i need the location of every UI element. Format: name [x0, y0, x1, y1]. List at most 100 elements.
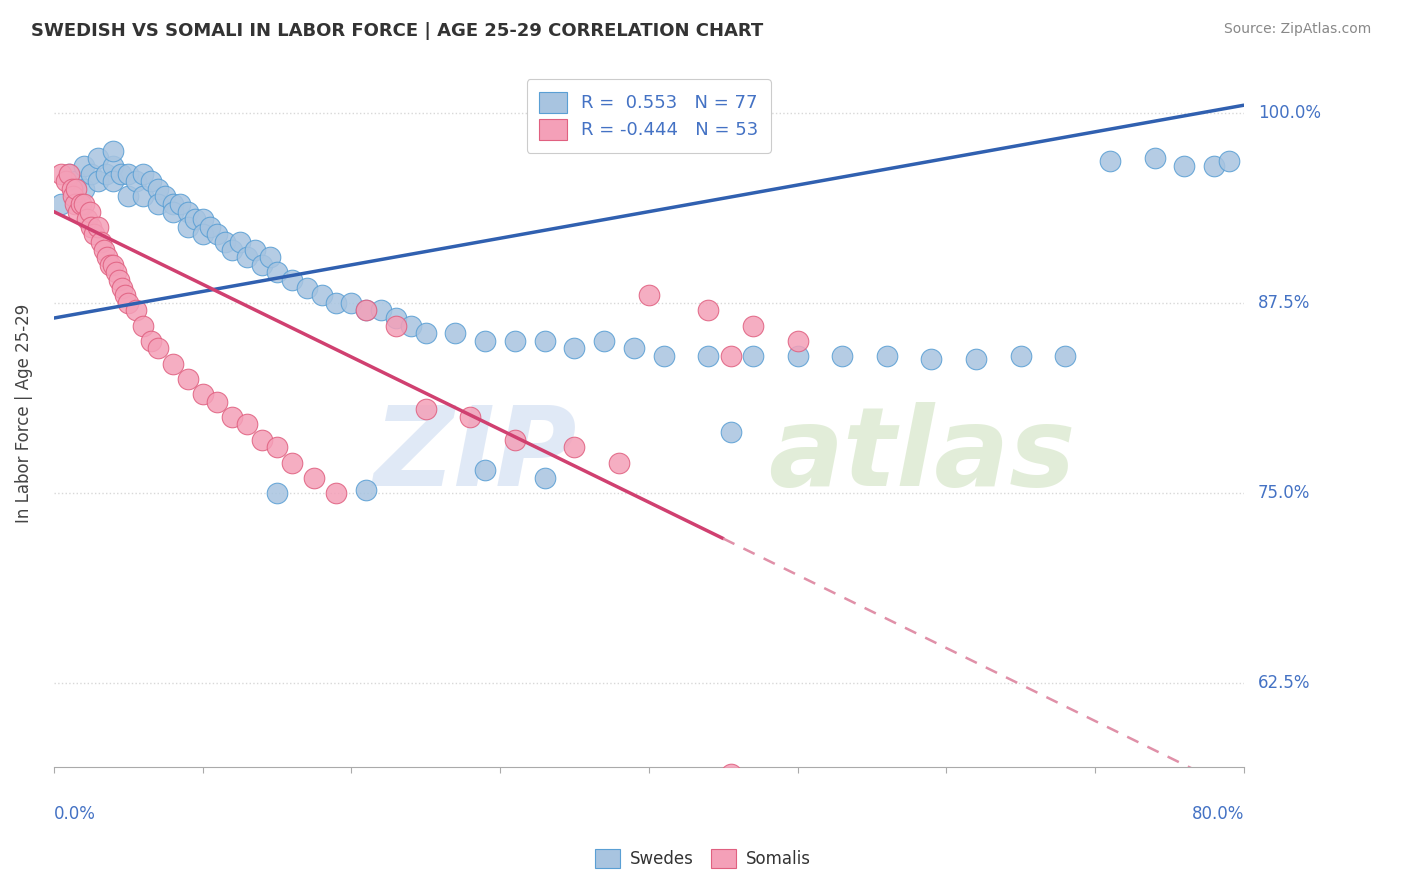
Text: 87.5%: 87.5% — [1258, 293, 1310, 312]
Point — [221, 243, 243, 257]
Point — [415, 402, 437, 417]
Point — [607, 456, 630, 470]
Point — [786, 349, 808, 363]
Point — [229, 235, 252, 249]
Point — [370, 303, 392, 318]
Point — [87, 174, 110, 188]
Point — [1143, 152, 1166, 166]
Point — [79, 204, 101, 219]
Point — [51, 197, 73, 211]
Point — [117, 167, 139, 181]
Point — [62, 189, 84, 203]
Point — [742, 318, 765, 333]
Text: SWEDISH VS SOMALI IN LABOR FORCE | AGE 25-29 CORRELATION CHART: SWEDISH VS SOMALI IN LABOR FORCE | AGE 2… — [31, 22, 763, 40]
Point — [93, 243, 115, 257]
Point — [415, 326, 437, 341]
Point — [340, 296, 363, 310]
Point — [1173, 159, 1195, 173]
Point — [132, 167, 155, 181]
Point — [1202, 159, 1225, 173]
Point — [162, 197, 184, 211]
Point — [83, 227, 105, 242]
Point — [72, 197, 94, 211]
Point — [114, 288, 136, 302]
Point — [266, 265, 288, 279]
Point — [623, 342, 645, 356]
Point — [697, 303, 720, 318]
Point — [146, 182, 169, 196]
Point — [503, 433, 526, 447]
Point — [444, 326, 467, 341]
Point — [55, 174, 77, 188]
Point — [191, 227, 214, 242]
Point — [207, 394, 229, 409]
Point — [146, 197, 169, 211]
Point — [354, 303, 377, 318]
Point — [697, 349, 720, 363]
Point — [786, 334, 808, 348]
Point — [311, 288, 333, 302]
Point — [51, 167, 73, 181]
Point — [117, 296, 139, 310]
Point — [117, 189, 139, 203]
Text: Source: ZipAtlas.com: Source: ZipAtlas.com — [1223, 22, 1371, 37]
Point — [184, 212, 207, 227]
Point — [920, 352, 942, 367]
Point — [281, 456, 304, 470]
Point — [63, 197, 86, 211]
Point — [87, 152, 110, 166]
Point — [80, 219, 103, 234]
Legend: R =  0.553   N = 77, R = -0.444   N = 53: R = 0.553 N = 77, R = -0.444 N = 53 — [527, 79, 770, 153]
Text: 80.0%: 80.0% — [1191, 805, 1244, 823]
Point — [742, 349, 765, 363]
Point — [169, 197, 191, 211]
Point — [69, 197, 91, 211]
Point — [1054, 349, 1077, 363]
Point — [103, 174, 125, 188]
Point — [72, 159, 94, 173]
Point — [111, 280, 134, 294]
Point — [236, 250, 259, 264]
Point — [564, 440, 586, 454]
Point — [243, 243, 266, 257]
Point — [325, 296, 347, 310]
Point — [207, 227, 229, 242]
Point — [132, 318, 155, 333]
Point — [155, 189, 177, 203]
Text: 100.0%: 100.0% — [1258, 103, 1320, 122]
Point — [65, 174, 87, 188]
Legend: Swedes, Somalis: Swedes, Somalis — [589, 842, 817, 875]
Point — [177, 219, 200, 234]
Point — [98, 258, 121, 272]
Point — [652, 349, 675, 363]
Point — [302, 471, 325, 485]
Point — [191, 212, 214, 227]
Point — [105, 265, 128, 279]
Point — [162, 357, 184, 371]
Point — [110, 167, 132, 181]
Point — [474, 463, 496, 477]
Text: ZIP: ZIP — [374, 402, 578, 509]
Point — [221, 409, 243, 424]
Point — [108, 273, 131, 287]
Point — [503, 334, 526, 348]
Point — [460, 409, 482, 424]
Point — [564, 342, 586, 356]
Point — [58, 167, 80, 181]
Y-axis label: In Labor Force | Age 25-29: In Labor Force | Age 25-29 — [15, 303, 32, 523]
Point — [637, 288, 659, 302]
Point — [533, 471, 555, 485]
Point — [72, 182, 94, 196]
Point — [266, 440, 288, 454]
Point — [139, 174, 162, 188]
Point — [124, 303, 146, 318]
Text: 0.0%: 0.0% — [53, 805, 96, 823]
Point — [132, 189, 155, 203]
Point — [399, 318, 422, 333]
Point — [65, 182, 87, 196]
Point — [236, 417, 259, 432]
Point — [162, 204, 184, 219]
Point — [1010, 349, 1032, 363]
Point — [96, 250, 118, 264]
Point — [103, 258, 125, 272]
